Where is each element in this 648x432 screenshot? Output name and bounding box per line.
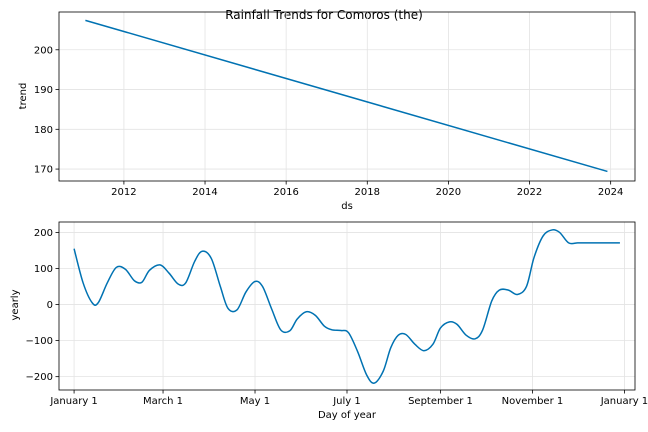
trend-y-tick-label: 170 — [34, 165, 53, 176]
trend-x-tick-label: 2020 — [436, 187, 461, 198]
trend-x-tick-label: 2018 — [355, 187, 380, 198]
trend-x-tick-label: 2014 — [192, 187, 217, 198]
trend-series-line — [85, 19, 608, 173]
figure-title: Rainfall Trends for Comoros (the) — [225, 8, 423, 22]
yearly-panel: January 1 March 1 May 1 July 1 September 1 No… — [26, 221, 648, 407]
trend-x-tick-label: 2012 — [111, 187, 136, 198]
yearly-x-tick-label: March 1 — [143, 396, 183, 407]
yearly-y-tick-label: 0 — [47, 300, 53, 311]
trend-panel: 2012 2014 2016 2018 2020 2022 2024 170 180 190 200 — [34, 11, 636, 198]
trend-y-tick-label: 200 — [34, 45, 53, 56]
yearly-x-axis-label: Day of year — [318, 410, 377, 421]
trend-x-tick-label: 2024 — [598, 187, 623, 198]
yearly-y-axis-label: yearly — [10, 289, 21, 320]
yearly-y-tick-label: −100 — [26, 336, 53, 347]
trend-y-tick-label: 180 — [34, 125, 53, 136]
trend-axes-frame — [58, 11, 636, 182]
yearly-x-tick-label: September 1 — [408, 396, 473, 407]
yearly-x-tick-label: May 1 — [240, 396, 270, 407]
trend-y-axis-label: trend — [18, 83, 29, 110]
yearly-y-tick-label: −200 — [26, 372, 53, 383]
yearly-x-tick-label: November 1 — [502, 396, 564, 407]
yearly-x-tick-label: January 1 — [49, 396, 97, 407]
trend-y-tick-label: 190 — [34, 85, 53, 96]
trend-x-tick-label: 2016 — [273, 187, 298, 198]
yearly-x-tick-label: January 1 — [600, 396, 648, 407]
yearly-x-tick-label: July 1 — [332, 396, 361, 407]
trend-x-tick-label: 2022 — [517, 187, 542, 198]
yearly-y-tick-label: 100 — [34, 264, 53, 275]
yearly-series-line — [73, 229, 620, 384]
trend-x-axis-label: ds — [341, 201, 353, 212]
yearly-y-tick-label: 200 — [34, 228, 53, 239]
